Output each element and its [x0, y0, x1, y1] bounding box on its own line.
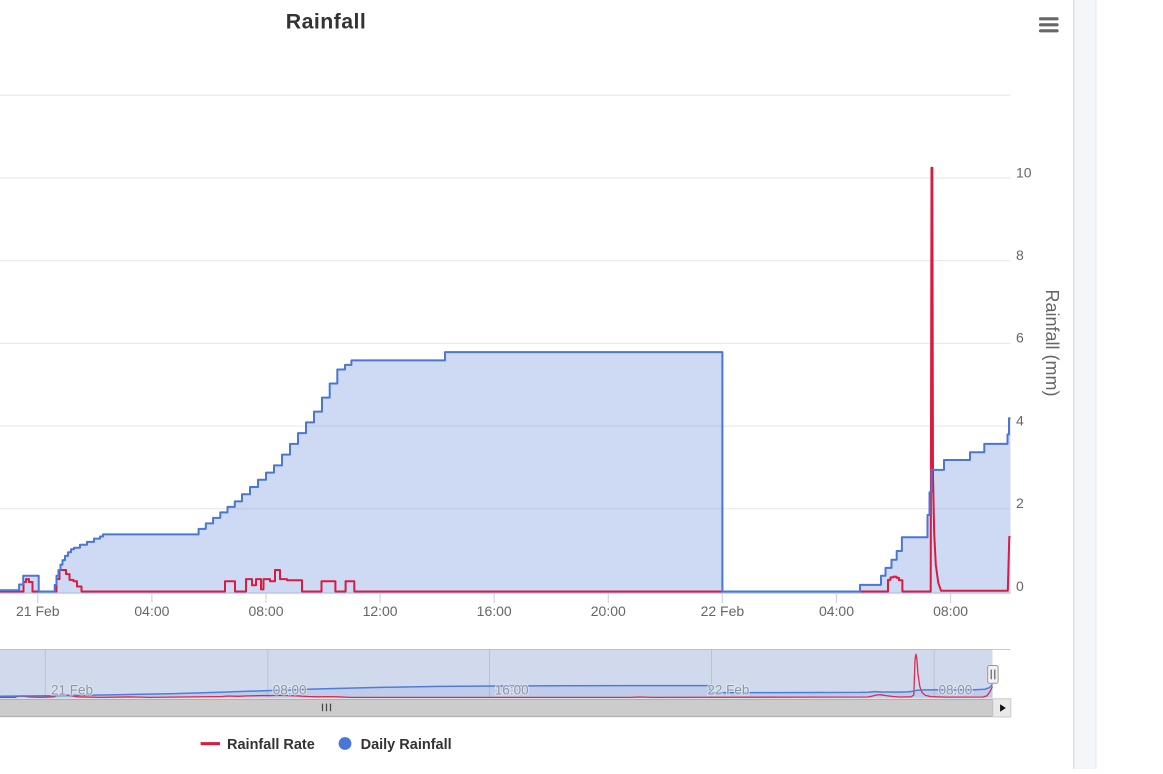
svg-text:04:00: 04:00 — [134, 603, 169, 619]
svg-text:22 Feb: 22 Feb — [701, 603, 745, 619]
svg-text:22 Feb: 22 Feb — [707, 682, 749, 697]
svg-text:0: 0 — [1016, 578, 1024, 594]
svg-text:Rainfall Rate: Rainfall Rate — [227, 737, 315, 753]
svg-text:08:00: 08:00 — [933, 603, 968, 619]
svg-text:08:00: 08:00 — [273, 682, 307, 697]
svg-text:04:00: 04:00 — [819, 603, 854, 619]
svg-text:Rainfall: Rainfall — [286, 10, 367, 34]
svg-text:4: 4 — [1016, 412, 1024, 428]
svg-text:2: 2 — [1016, 495, 1024, 511]
svg-text:6: 6 — [1016, 330, 1024, 346]
svg-text:12:00: 12:00 — [363, 603, 398, 619]
svg-text:16:00: 16:00 — [495, 682, 529, 697]
svg-text:08:00: 08:00 — [248, 603, 283, 619]
svg-text:20:00: 20:00 — [591, 603, 626, 619]
svg-text:Daily Rainfall: Daily Rainfall — [361, 737, 452, 753]
svg-text:08:00: 08:00 — [939, 682, 973, 697]
svg-text:Rainfall (mm): Rainfall (mm) — [1042, 289, 1062, 396]
svg-text:21 Feb: 21 Feb — [16, 603, 60, 619]
svg-text:10: 10 — [1016, 164, 1032, 180]
svg-text:21 Feb: 21 Feb — [51, 682, 93, 697]
svg-text:16:00: 16:00 — [477, 603, 512, 619]
svg-text:8: 8 — [1016, 247, 1024, 263]
